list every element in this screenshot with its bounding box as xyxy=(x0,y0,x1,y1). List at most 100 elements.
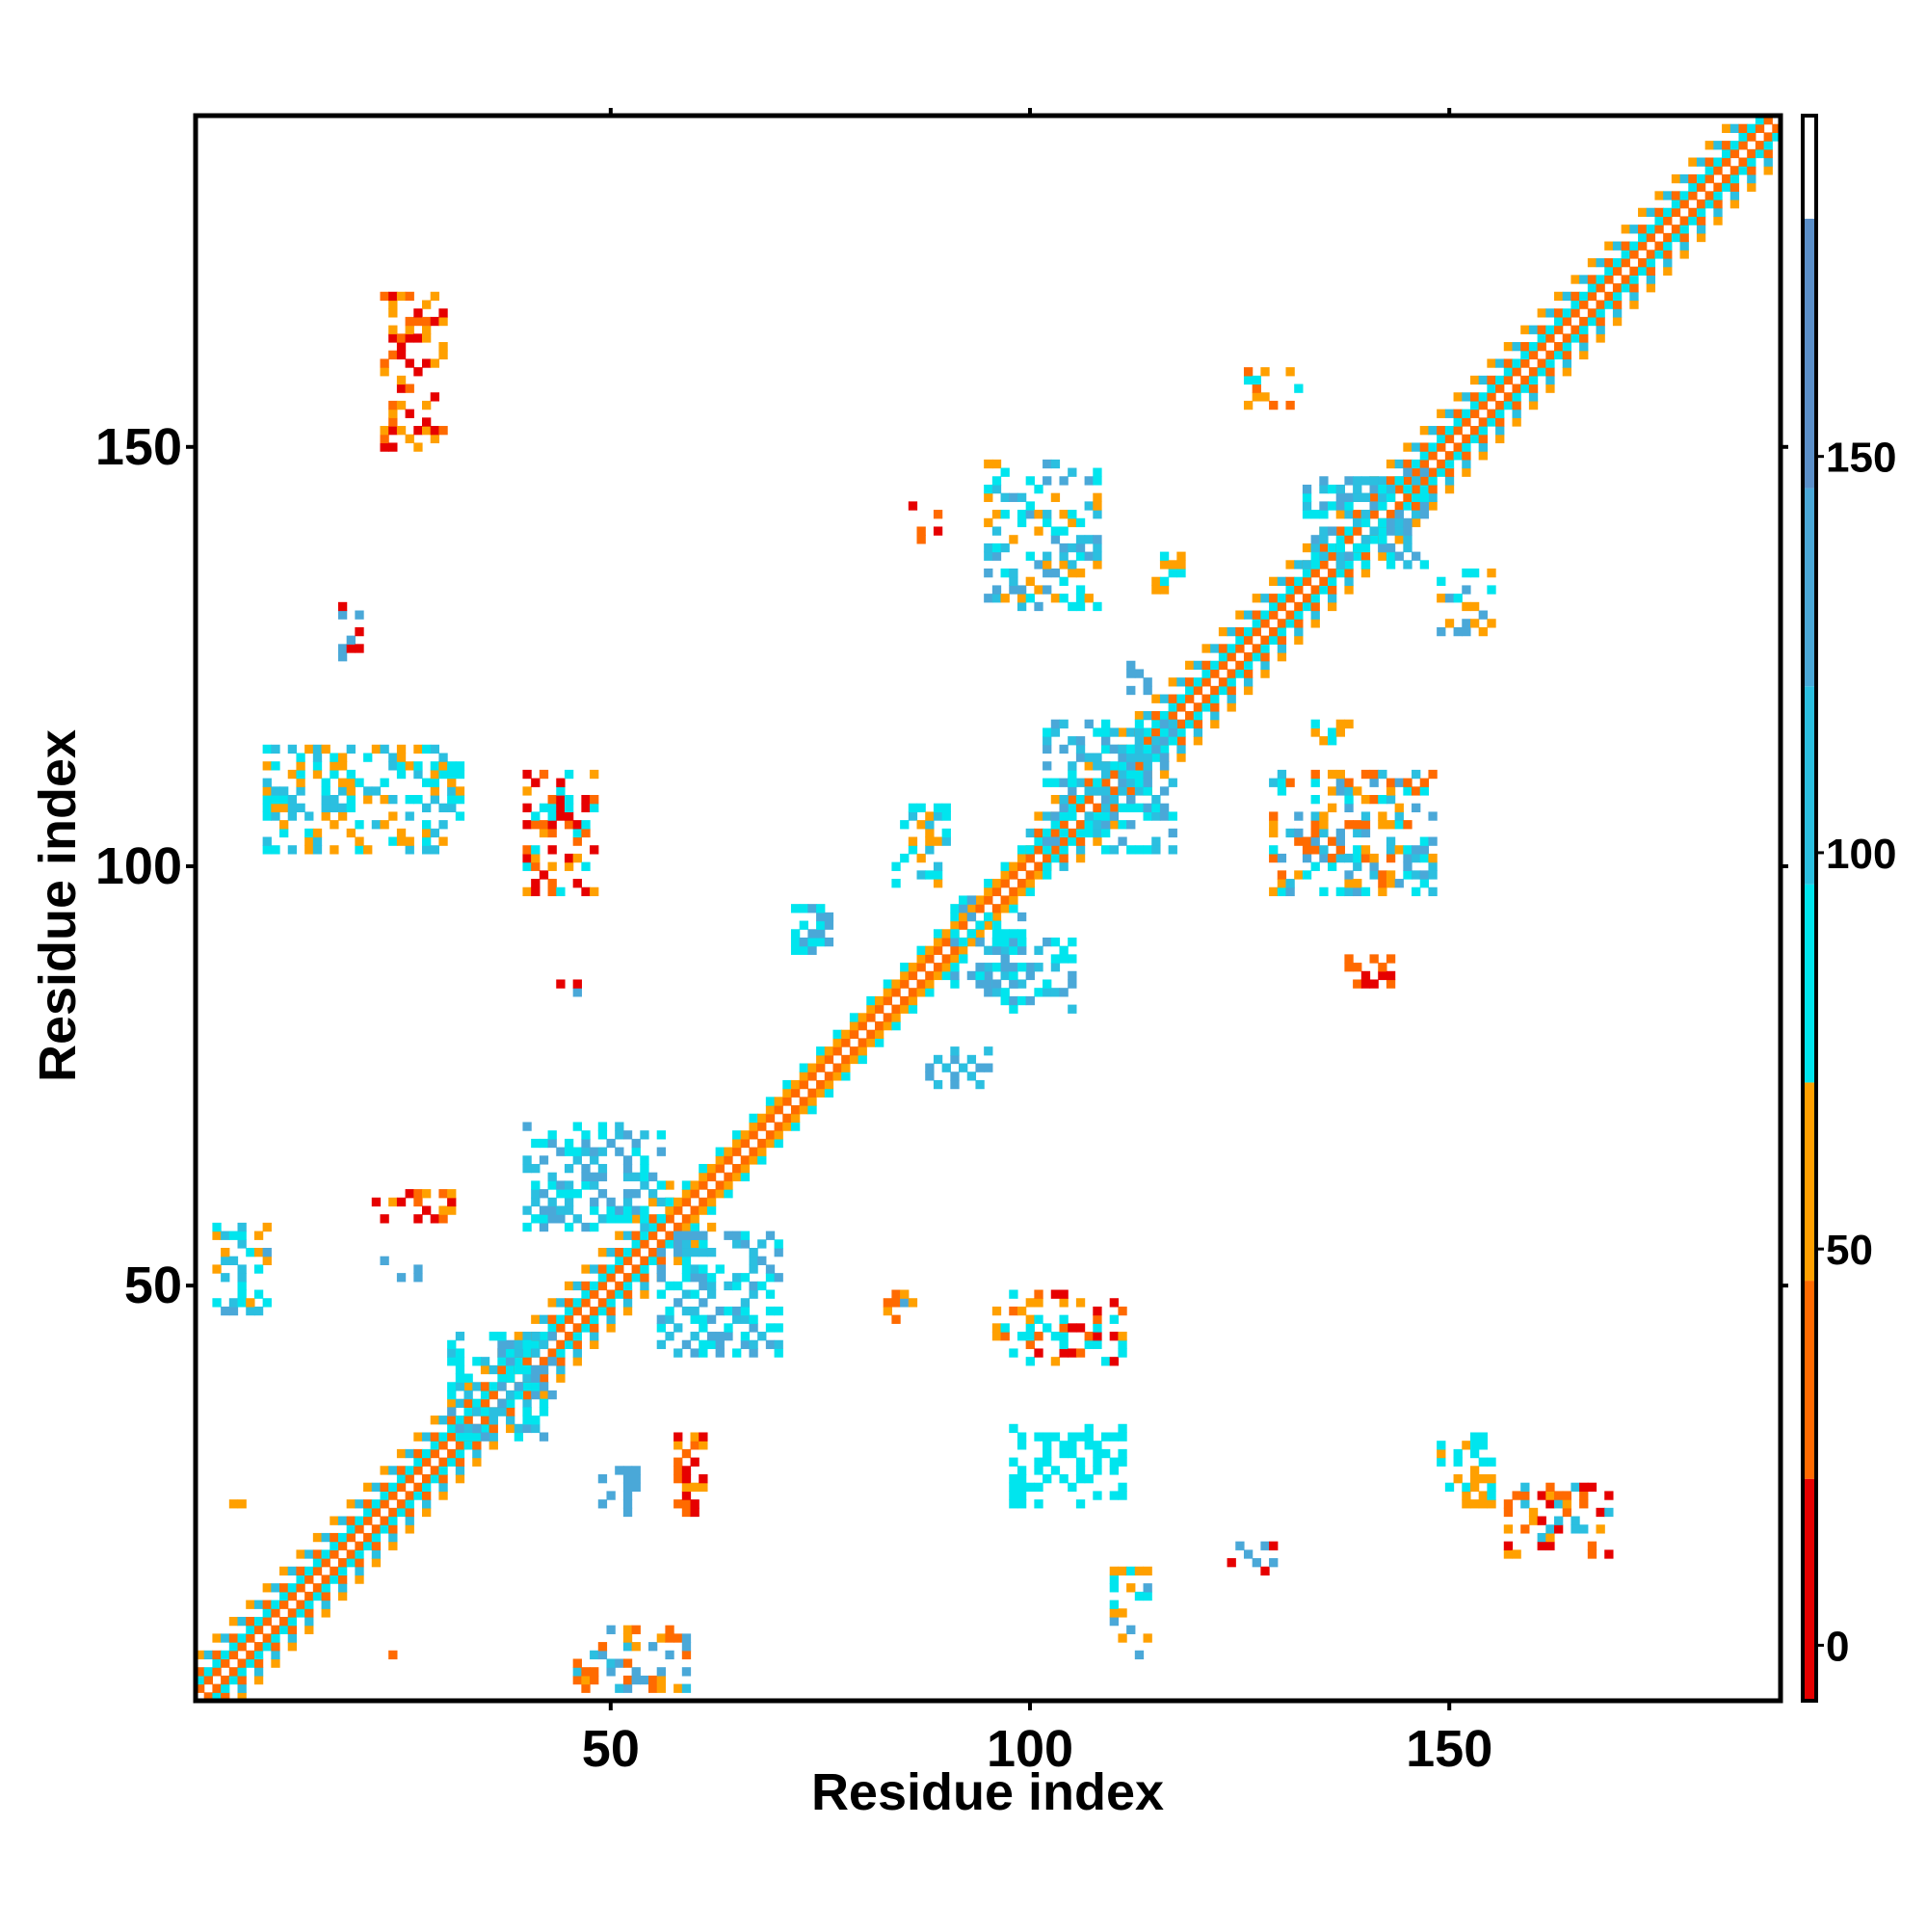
heatmap-cell xyxy=(681,1448,692,1459)
heatmap-cell xyxy=(547,1323,557,1333)
heatmap-cell xyxy=(1109,1600,1120,1609)
heatmap-cell xyxy=(221,1650,230,1660)
heatmap-cell xyxy=(1437,594,1446,603)
heatmap-cell xyxy=(1419,476,1430,486)
heatmap-cell xyxy=(312,836,323,846)
heatmap-cell xyxy=(774,1239,783,1249)
heatmap-cell xyxy=(1118,1482,1127,1493)
heatmap-cell xyxy=(1025,828,1035,838)
heatmap-cell xyxy=(1604,257,1614,268)
heatmap-cell xyxy=(413,1491,423,1500)
heatmap-cell xyxy=(1319,736,1329,746)
heatmap-cell xyxy=(622,1298,633,1308)
heatmap-cell xyxy=(564,1222,574,1232)
heatmap-cell xyxy=(950,904,960,913)
heatmap-cell xyxy=(1109,1491,1120,1500)
heatmap-cell xyxy=(430,845,440,855)
heatmap-cell xyxy=(1134,761,1145,771)
heatmap-cell xyxy=(455,1357,465,1366)
heatmap-cell xyxy=(1763,166,1773,175)
heatmap-cell xyxy=(514,1389,524,1400)
heatmap-cell xyxy=(1093,1306,1102,1316)
heatmap-cell xyxy=(1101,744,1111,754)
heatmap-cell xyxy=(1043,560,1052,569)
heatmap-cell xyxy=(1537,367,1546,377)
heatmap-cell xyxy=(673,1348,683,1358)
heatmap-cell xyxy=(279,786,289,796)
heatmap-cell xyxy=(622,1130,633,1140)
heatmap-cell xyxy=(1025,845,1035,855)
heatmap-cell xyxy=(590,803,599,813)
heatmap-cell xyxy=(1310,535,1320,544)
heatmap-cell xyxy=(1579,316,1589,327)
heatmap-cell xyxy=(1403,517,1412,528)
heatmap-cell xyxy=(1437,467,1446,477)
heatmap-cell xyxy=(1218,677,1228,687)
heatmap-cell xyxy=(312,1583,323,1593)
heatmap-cell xyxy=(531,1382,541,1391)
heatmap-cell xyxy=(1344,870,1354,880)
heatmap-cell xyxy=(1512,409,1521,418)
heatmap-cell xyxy=(447,1448,457,1459)
heatmap-cell xyxy=(1545,333,1555,343)
heatmap-cell xyxy=(1478,426,1488,436)
heatmap-cell xyxy=(531,1138,541,1149)
heatmap-cell xyxy=(405,1448,414,1459)
heatmap-cell xyxy=(539,1189,549,1199)
heatmap-cell xyxy=(1453,451,1463,461)
heatmap-cell xyxy=(422,316,432,327)
heatmap-cell xyxy=(1093,1339,1102,1350)
heatmap-cell xyxy=(690,1231,700,1240)
heatmap-cell xyxy=(615,1281,624,1291)
heatmap-cell xyxy=(1369,769,1379,780)
heatmap-cell xyxy=(1328,576,1337,587)
heatmap-cell xyxy=(253,1616,264,1627)
heatmap-cell xyxy=(1444,434,1455,444)
heatmap-cell xyxy=(1453,409,1463,418)
heatmap-cell xyxy=(606,1138,616,1149)
heatmap-cell xyxy=(438,803,448,813)
heatmap-cell xyxy=(606,1323,616,1333)
heatmap-cell xyxy=(463,1416,473,1425)
heatmap-cell xyxy=(1193,719,1203,728)
heatmap-cell xyxy=(1252,652,1261,662)
heatmap-cell xyxy=(1101,1432,1111,1442)
heatmap-cell xyxy=(1016,510,1027,519)
heatmap-cell xyxy=(1596,308,1605,318)
heatmap-cell xyxy=(757,1122,767,1131)
heatmap-cell xyxy=(807,1097,817,1106)
heatmap-cell xyxy=(413,1482,423,1493)
heatmap-cell xyxy=(1353,853,1362,863)
heatmap-cell xyxy=(706,1273,717,1283)
heatmap-cell xyxy=(1579,1482,1589,1493)
heatmap-cell xyxy=(1016,1432,1027,1442)
heatmap-cell xyxy=(246,1616,255,1627)
heatmap-cell xyxy=(1353,526,1362,536)
heatmap-cell xyxy=(1093,535,1102,544)
heatmap-cell xyxy=(1545,367,1555,377)
heatmap-cell xyxy=(221,1248,230,1257)
heatmap-cell xyxy=(1294,870,1304,880)
heatmap-cell xyxy=(1143,769,1152,780)
heatmap-cell xyxy=(984,1063,993,1072)
heatmap-cell xyxy=(279,820,289,830)
heatmap-cell xyxy=(1419,560,1430,569)
heatmap-cell xyxy=(656,1273,667,1283)
heatmap-cell xyxy=(841,1063,851,1072)
heatmap-cell xyxy=(438,1466,448,1475)
heatmap-cell xyxy=(556,1205,566,1215)
heatmap-cell xyxy=(606,1314,616,1324)
heatmap-cell xyxy=(380,291,389,302)
heatmap-cell xyxy=(1043,744,1052,754)
heatmap-cell xyxy=(371,1558,382,1568)
heatmap-cell xyxy=(1185,685,1195,696)
heatmap-cell xyxy=(699,1197,708,1207)
heatmap-cell xyxy=(1151,719,1161,728)
heatmap-cell xyxy=(1412,442,1421,452)
heatmap-cell xyxy=(246,1650,255,1660)
heatmap-cell xyxy=(422,1482,432,1493)
heatmap-cell xyxy=(883,988,893,997)
heatmap-cell xyxy=(665,1650,674,1660)
heatmap-cell xyxy=(1059,576,1069,587)
heatmap-cell xyxy=(396,1482,407,1493)
